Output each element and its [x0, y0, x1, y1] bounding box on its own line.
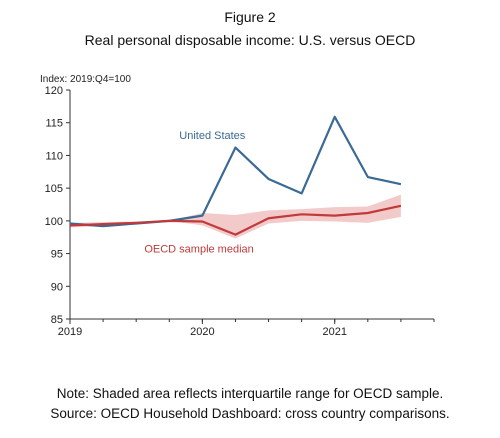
figure-notes: Note: Shaded area reflects interquartile… [0, 384, 500, 424]
x-tick-label: 2020 [190, 326, 214, 338]
note-text: Note: Shaded area reflects interquartile… [56, 386, 444, 401]
y-tick-label: 90 [51, 281, 63, 293]
y-tick-label: 120 [45, 85, 63, 97]
figure-title: Real personal disposable income: U.S. ve… [84, 32, 416, 48]
oecd-series-line [69, 204, 402, 236]
interquartile-band [70, 194, 401, 239]
y-tick-label: 85 [51, 314, 63, 326]
oecd-series-label: OECD sample median [144, 243, 253, 255]
x-tick-label: 2021 [322, 326, 346, 338]
source-text: Source: OECD Household Dashboard: cross … [50, 406, 450, 421]
y-tick-label: 115 [45, 118, 63, 130]
us-series-label: United States [179, 130, 246, 142]
y-tick-label: 110 [45, 150, 63, 162]
y-axis-title: Index: 2019:Q4=100 [40, 74, 131, 85]
figure-label: Figure 2 [224, 9, 276, 25]
y-tick-label: 105 [45, 183, 63, 195]
y-tick-label: 100 [45, 216, 63, 228]
x-tick-label: 2019 [58, 326, 82, 338]
y-tick-label: 95 [51, 249, 63, 261]
